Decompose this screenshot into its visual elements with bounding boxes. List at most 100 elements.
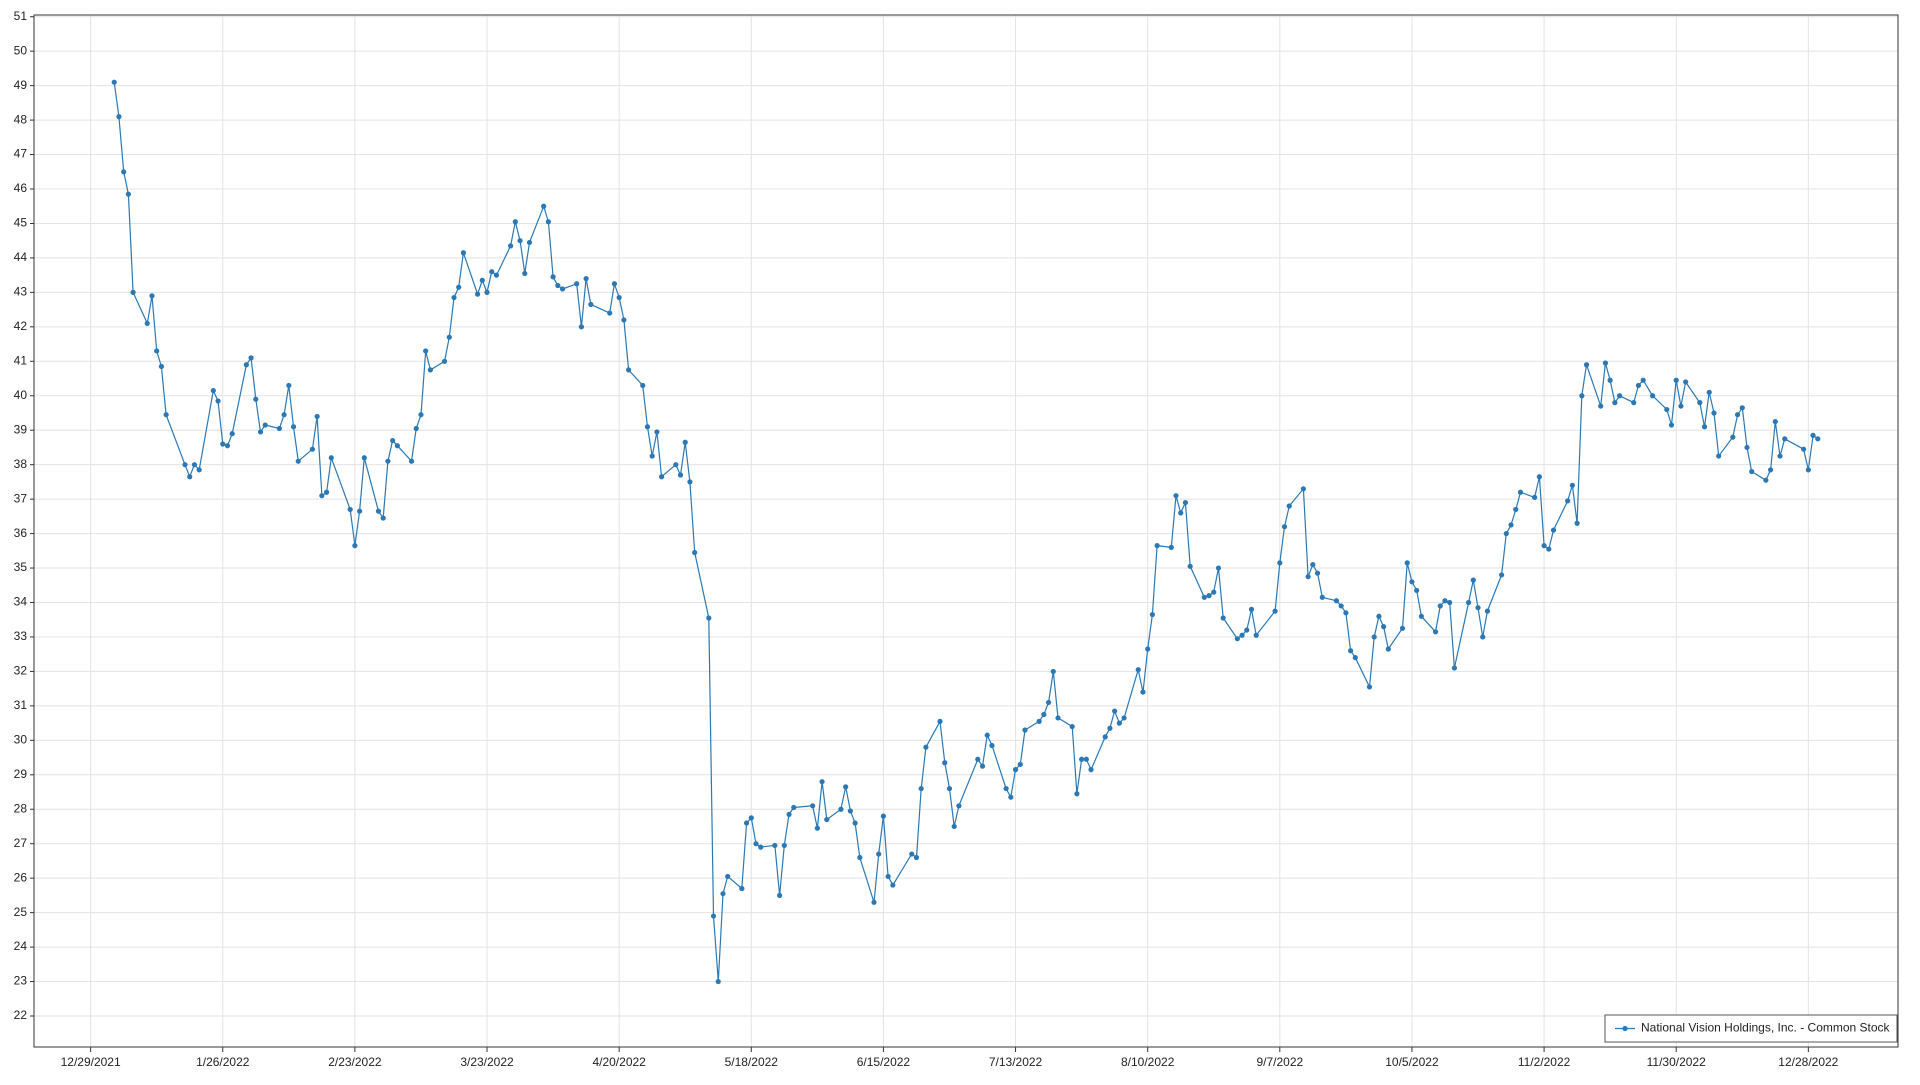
data-point: [257, 429, 264, 435]
data-point: [196, 467, 202, 473]
data-point: [880, 813, 887, 819]
data-point: [1583, 362, 1590, 368]
y-tick-label: 31: [14, 698, 28, 712]
data-point: [1517, 489, 1524, 495]
data-point: [706, 615, 712, 621]
data-point: [423, 348, 429, 354]
data-point: [1371, 634, 1377, 640]
y-tick-label: 38: [14, 457, 28, 471]
data-point: [975, 756, 981, 762]
data-point: [559, 286, 566, 292]
data-point: [1683, 379, 1689, 385]
data-point: [1451, 665, 1458, 671]
data-point: [187, 474, 193, 480]
data-point: [1763, 477, 1769, 483]
data-point: [1730, 434, 1736, 440]
data-point: [1376, 613, 1382, 619]
y-tick-label: 33: [14, 629, 28, 643]
y-tick-label: 42: [14, 319, 28, 333]
data-point: [937, 718, 943, 724]
x-tick-label: 5/18/2022: [725, 1055, 779, 1069]
data-point: [163, 412, 169, 418]
data-point: [1088, 767, 1094, 773]
data-point: [1050, 668, 1056, 675]
data-point: [1810, 432, 1816, 438]
data-point: [720, 891, 726, 897]
data-point: [116, 114, 122, 120]
data-point: [149, 293, 155, 299]
data-point: [621, 317, 627, 323]
plot-frame: [33, 14, 1899, 1048]
data-point: [125, 191, 131, 197]
data-point: [1239, 632, 1245, 638]
data-point: [1310, 561, 1316, 568]
data-point: [1116, 720, 1122, 726]
data-point: [1343, 610, 1349, 616]
data-point: [748, 815, 754, 821]
y-tick-label: 23: [14, 974, 28, 988]
data-point: [1017, 761, 1023, 768]
data-point: [979, 763, 986, 769]
y-tick-label: 28: [14, 801, 28, 815]
data-point: [1168, 544, 1174, 550]
data-point: [385, 458, 391, 464]
data-point: [1777, 453, 1783, 459]
data-point: [158, 363, 165, 370]
data-point: [243, 362, 249, 368]
y-tick-label: 43: [14, 285, 28, 299]
data-point: [1399, 625, 1406, 631]
y-tick-label: 39: [14, 422, 28, 436]
data-point: [1338, 603, 1344, 609]
y-tick-label: 24: [14, 939, 28, 953]
data-point: [1187, 563, 1193, 569]
data-point: [989, 742, 995, 749]
data-point: [555, 282, 561, 289]
y-tick-label: 27: [14, 836, 28, 850]
data-point: [1569, 482, 1575, 488]
data-point: [791, 804, 797, 811]
data-point: [1772, 418, 1778, 425]
data-point: [456, 284, 462, 290]
y-tick-label: 30: [14, 733, 28, 747]
x-tick-label: 11/2/2022: [1518, 1055, 1571, 1069]
data-point: [550, 274, 556, 280]
data-point: [319, 493, 325, 499]
data-point: [1107, 725, 1113, 731]
data-point: [1234, 636, 1240, 642]
data-point: [1574, 520, 1580, 526]
data-point: [847, 808, 853, 814]
data-point: [1437, 603, 1443, 609]
data-point: [1565, 498, 1571, 504]
y-tick-label: 36: [14, 526, 28, 540]
data-point: [673, 462, 679, 468]
data-point: [220, 441, 226, 447]
data-point: [1782, 436, 1788, 442]
data-point: [295, 458, 301, 464]
data-point: [390, 437, 396, 444]
data-point: [692, 549, 698, 556]
data-point: [1305, 574, 1311, 580]
data-point: [1640, 377, 1646, 383]
y-tick-label: 45: [14, 216, 28, 230]
data-point: [323, 489, 330, 495]
y-tick-label: 29: [14, 767, 28, 781]
y-tick-label: 37: [14, 491, 28, 505]
data-point: [616, 294, 622, 301]
x-tick-label: 7/13/2022: [989, 1055, 1043, 1069]
data-point: [380, 515, 386, 521]
y-tick-label: 51: [14, 9, 28, 23]
data-point: [1083, 756, 1089, 762]
data-point: [640, 382, 646, 389]
y-tick-label: 32: [14, 664, 28, 678]
data-point: [1112, 708, 1118, 714]
y-tick-label: 46: [14, 181, 28, 195]
data-point: [111, 79, 117, 85]
data-point: [347, 506, 353, 513]
data-point: [1036, 718, 1042, 724]
data-point: [1319, 594, 1325, 600]
data-point: [1711, 410, 1717, 416]
x-tick-label: 1/26/2022: [196, 1055, 250, 1069]
data-point: [1470, 577, 1476, 583]
y-tick-label: 50: [14, 43, 28, 57]
data-point: [659, 474, 665, 480]
